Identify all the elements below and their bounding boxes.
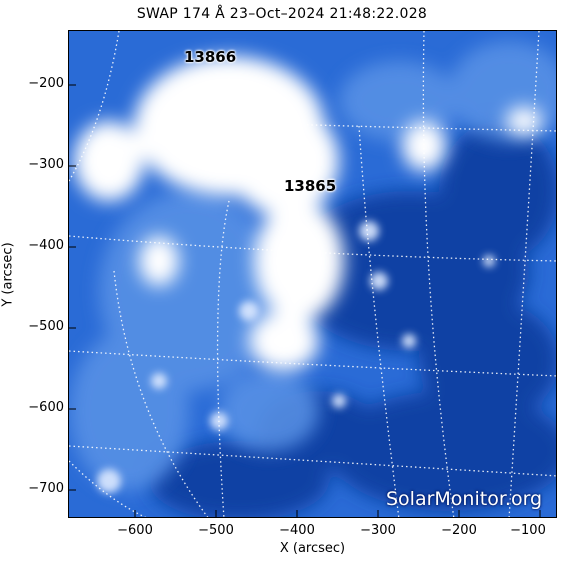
x-tick-label: −600 [117, 523, 153, 538]
y-tick-label: −500 [28, 319, 64, 334]
heliographic-grid [69, 31, 556, 517]
y-tick-label: −700 [28, 481, 64, 496]
region-label-13866: 13866 [184, 48, 237, 66]
x-tick-label: −500 [198, 523, 234, 538]
solar-image-plot [68, 30, 557, 518]
solar-image [69, 31, 556, 517]
x-tick-label: −100 [510, 523, 546, 538]
y-tick-label: −300 [28, 157, 64, 172]
x-axis-label: X (arcsec) [279, 541, 346, 556]
watermark: SolarMonitor.org [386, 488, 543, 510]
dark-coronal-regions [149, 121, 556, 517]
region-label-13865: 13865 [284, 177, 337, 195]
y-tick-label: −600 [28, 400, 64, 415]
y-tick-label: −400 [28, 238, 64, 253]
x-tick-label: −300 [360, 523, 396, 538]
y-axis-label: Y (arcsec) [0, 242, 16, 307]
bright-active-regions [74, 56, 542, 371]
x-tick-label: −400 [279, 523, 315, 538]
y-tick-label: −200 [28, 76, 64, 91]
x-tick-label: −200 [441, 523, 477, 538]
bright-specks [97, 221, 495, 493]
plot-title: SWAP 174 Å 23–Oct–2024 21:48:22.028 [136, 6, 428, 22]
